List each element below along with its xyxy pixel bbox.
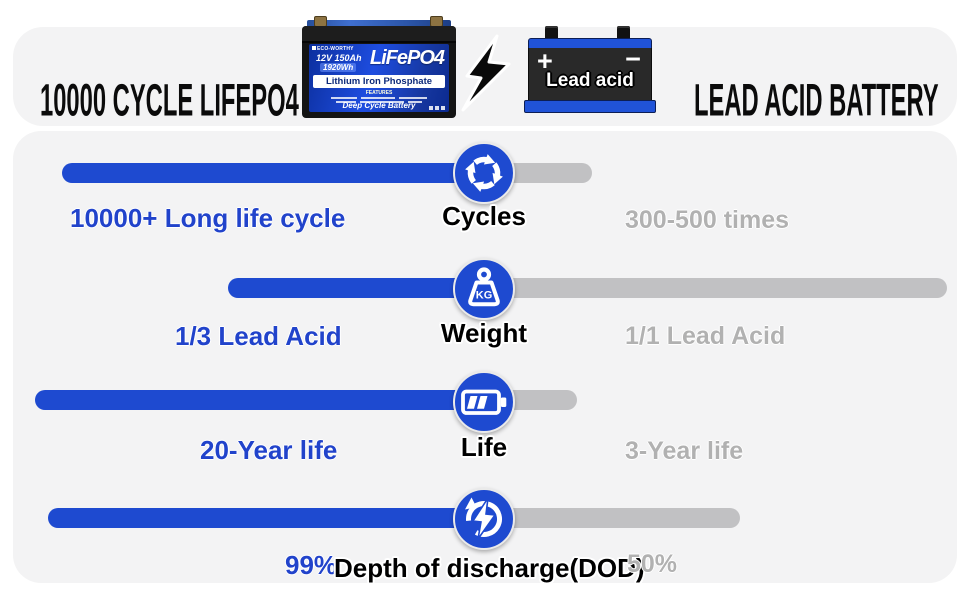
deep-cycle-text: Deep Cycle Battery <box>342 101 416 110</box>
features-fine-print <box>317 97 441 105</box>
lifepo4-bar-dod <box>48 508 486 528</box>
discharge-bolt-icon <box>453 488 515 550</box>
certification-marks-icon <box>429 106 445 110</box>
battery-terminal-icon <box>617 26 630 40</box>
battery-life-icon <box>453 371 515 433</box>
metric-label-weight: Weight <box>440 318 528 348</box>
lifepo4-value-life: 20-Year life <box>200 435 338 465</box>
cycles-icon <box>453 142 515 204</box>
lead-acid-bar-weight <box>484 278 947 298</box>
metric-label-life: Life <box>460 432 508 462</box>
lifepo4-value-dod: 99% <box>285 550 338 580</box>
lead-acid-value-cycles: 300-500 times <box>625 206 790 234</box>
lightning-bolt-icon <box>461 34 511 112</box>
lifepo4-bar-cycles <box>62 163 486 183</box>
battery-label: ECO-WORTHY 12V 150Ah 1920Wh LiFePO4 Lith… <box>309 44 449 112</box>
lead-acid-title: LEAD ACID BATTERY <box>694 74 939 126</box>
lifepo4-logo: LiFePO4 <box>369 47 445 69</box>
minus-terminal-label: − <box>625 44 641 74</box>
battery-spec-energy: 1920Wh <box>320 63 357 72</box>
battery-top-edge <box>307 20 451 30</box>
battery-lid <box>302 26 456 43</box>
battery-base <box>524 100 656 113</box>
battery-chemistry-bar: Lithium Iron Phosphate <box>313 75 445 88</box>
lifepo4-value-cycles: 10000+ Long life cycle <box>70 203 346 233</box>
battery-body: + − Lead acid <box>528 44 652 100</box>
lifepo4-value-weight: 1/3 Lead Acid <box>175 321 342 351</box>
kg-text: KG <box>476 290 493 302</box>
lifepo4-title: 10000 CYCLE LIFEPO4 <box>40 74 299 126</box>
lead-acid-value-dod: 50% <box>627 550 678 578</box>
metric-label-dod: Depth of discharge(DOD) <box>334 553 645 583</box>
lifepo4-bar-weight <box>228 278 486 298</box>
lead-acid-battery-image: + − Lead acid <box>524 26 656 114</box>
lead-acid-label: Lead acid <box>546 70 634 91</box>
lead-acid-value-life: 3-Year life <box>625 437 744 465</box>
lead-acid-bar-dod <box>484 508 740 528</box>
features-title: FEATURES <box>365 90 393 96</box>
lifepo4-battery-image: ECO-WORTHY 12V 150Ah 1920Wh LiFePO4 Lith… <box>302 16 456 118</box>
lifepo4-bar-life <box>35 390 486 410</box>
lead-acid-value-weight: 1/1 Lead Acid <box>625 322 786 350</box>
header-panel: 10000 CYCLE LIFEPO4 LEAD ACID BATTERY <box>13 27 957 126</box>
brand-text: ECO-WORTHY <box>312 46 354 52</box>
metric-label-cycles: Cycles <box>442 201 526 231</box>
battery-spec-voltage: 12V 150Ah <box>316 53 362 63</box>
battery-terminal-icon <box>545 26 558 40</box>
weight-kg-icon: KG <box>453 258 515 320</box>
plus-terminal-label: + <box>537 46 553 76</box>
